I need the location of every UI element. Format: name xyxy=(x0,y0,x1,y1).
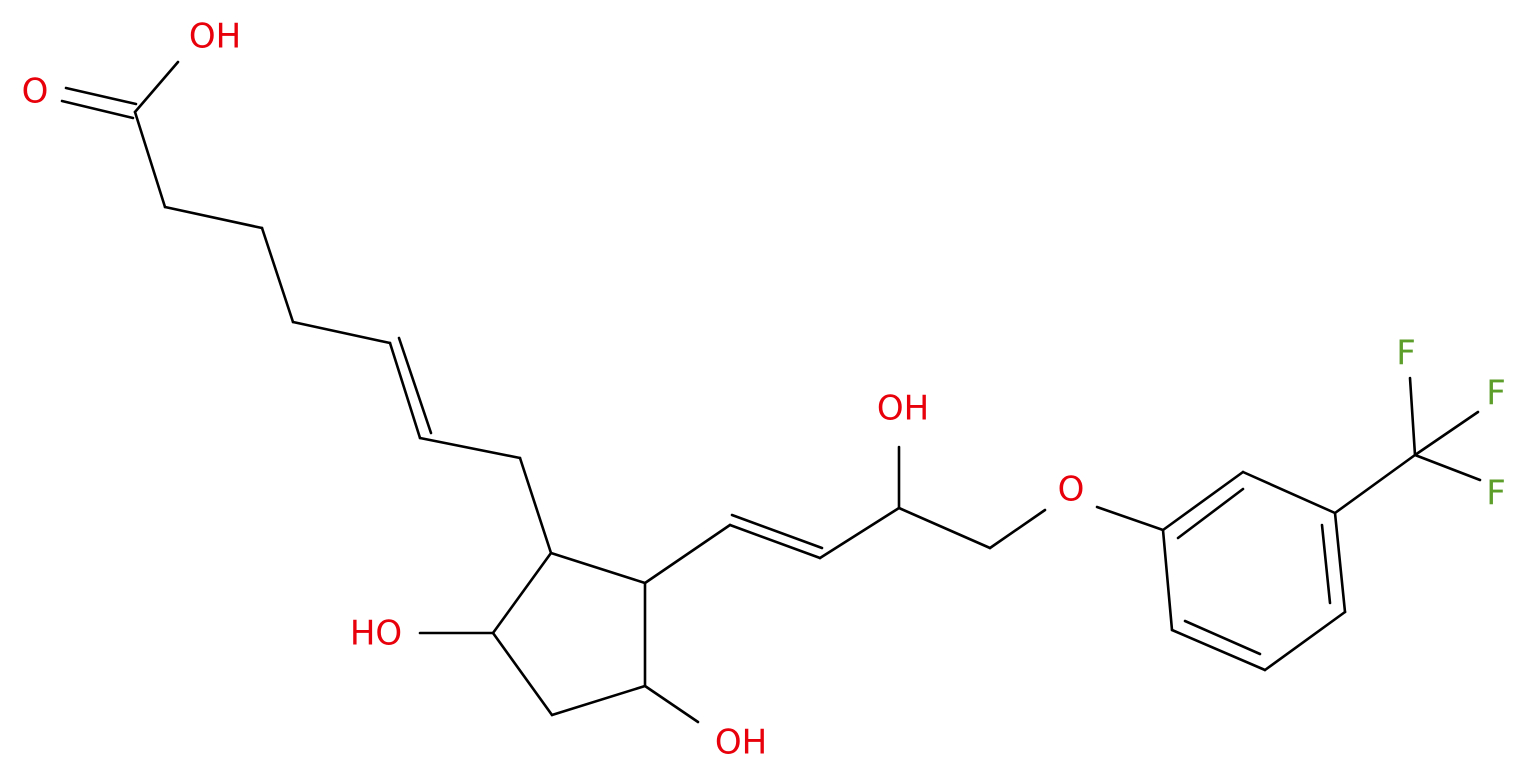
atom-label: OH xyxy=(877,389,929,429)
atom-label: F xyxy=(1486,374,1506,414)
atom-label: OH xyxy=(715,723,767,763)
atom-label: F xyxy=(1486,474,1506,514)
atom-label: HO xyxy=(350,614,402,654)
atom-label: F xyxy=(1396,334,1416,374)
atom-label: OH xyxy=(189,17,241,57)
atom-label: O xyxy=(1058,470,1085,510)
atom-label: O xyxy=(22,72,49,112)
bonds xyxy=(60,60,1482,724)
